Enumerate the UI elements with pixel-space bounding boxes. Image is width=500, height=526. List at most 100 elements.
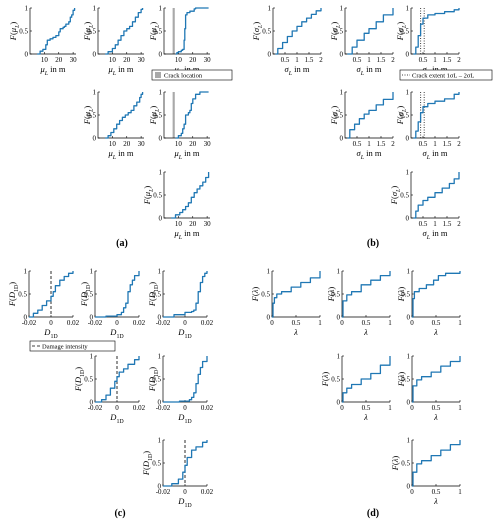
y-tick-label: 1 [93, 89, 97, 97]
x-tick-label: 1.5 [305, 56, 314, 64]
cdf-curve [347, 8, 394, 55]
x-tick-label: 1 [388, 404, 392, 412]
y-axis-label: F(μL) [148, 22, 161, 42]
x-axis-label: D1D [109, 327, 124, 340]
x-tick-label: 0.5 [292, 319, 301, 327]
axis-frame [341, 271, 390, 318]
x-axis-label: λ [433, 327, 438, 337]
y-tick-label: 0 [158, 399, 162, 407]
x-tick-label: 0.5 [419, 220, 428, 228]
y-tick-label: 0.5 [152, 376, 161, 384]
crack-location-band [172, 8, 175, 54]
y-tick-label: 0.5 [331, 376, 340, 384]
x-tick-label: 0 [340, 404, 344, 412]
subplot-a-5: 0 0.5 1 10 20 30 μL in m F(μL) [142, 169, 211, 242]
x-tick-label: 10 [175, 140, 183, 148]
x-tick-label: 0.5 [362, 319, 371, 327]
axis-frame [411, 356, 460, 403]
y-axis-label: F(λ) [320, 372, 330, 388]
panel-d: 0 0.5 1 0 0.5 1 λ F(λ) 0 0.5 1 0 0.5 1 λ F(λ) 0 0.5 1 0 0.5 1… [250, 268, 462, 520]
y-tick-label: 0 [25, 51, 29, 59]
y-tick-label: 1 [24, 268, 28, 276]
y-tick-label: 1 [407, 437, 411, 445]
y-axis-label: F(D1D) [147, 367, 160, 392]
y-axis-label: F(D1D) [141, 451, 154, 476]
cdf-curve [163, 271, 208, 318]
y-axis-label: F(λ) [396, 372, 406, 388]
panel-label: (d) [367, 508, 379, 519]
x-tick-label: -0.02 [88, 319, 103, 327]
x-tick-label: 0 [183, 488, 187, 496]
x-tick-label: 0.5 [353, 140, 362, 148]
y-tick-label: 0.5 [18, 291, 27, 299]
panel-label: (c) [114, 508, 125, 519]
y-tick-label: 0 [407, 314, 411, 322]
x-tick-label: 0.02 [201, 404, 214, 412]
x-tick-label: 20 [189, 140, 197, 148]
x-tick-label: 0.02 [133, 404, 146, 412]
x-tick-label: 1 [458, 319, 462, 327]
y-tick-label: 0 [158, 314, 162, 322]
y-axis-label: F(λ) [326, 287, 336, 303]
y-tick-label: 0 [337, 399, 341, 407]
x-tick-label: 1 [295, 56, 299, 64]
cdf-curve [413, 172, 460, 219]
y-axis-label: F(σL) [329, 106, 342, 126]
legend-box [151, 69, 233, 81]
y-tick-label: 0 [90, 314, 94, 322]
x-axis-label: λ [363, 327, 368, 337]
cdf-curve [95, 271, 140, 318]
x-tick-label: 1.5 [443, 140, 452, 148]
cdf-curve [37, 8, 76, 55]
x-tick-label: 1 [318, 319, 322, 327]
legend-box [399, 69, 493, 81]
y-tick-label: 1 [158, 353, 162, 361]
y-tick-label: 0.5 [261, 291, 270, 299]
x-tick-label: 0.5 [353, 56, 362, 64]
x-tick-label: 0.5 [419, 56, 428, 64]
x-tick-label: 0 [115, 319, 119, 327]
cdf-curve [413, 92, 460, 139]
y-tick-label: 0.5 [401, 376, 410, 384]
y-tick-label: 1 [340, 5, 344, 13]
cdf-curve [171, 172, 210, 219]
cdf-curve [413, 8, 460, 55]
y-tick-label: 0.5 [401, 291, 410, 299]
x-tick-label: 30 [138, 56, 146, 64]
y-axis-label: F(μL) [82, 106, 95, 126]
y-tick-label: 0 [340, 135, 344, 143]
y-tick-label: 0 [24, 314, 28, 322]
y-tick-label: 0 [406, 135, 410, 143]
x-tick-label: 1.5 [377, 56, 386, 64]
axis-frame [162, 271, 207, 318]
y-tick-label: 0 [407, 483, 411, 491]
subplot-a-3: 0 0.5 1 10 20 30 μL in m F(μL) [82, 89, 145, 162]
x-tick-label: 0.5 [432, 404, 441, 412]
x-tick-label: 0.5 [432, 319, 441, 327]
panel-label: (b) [367, 238, 379, 249]
x-tick-label: 0 [115, 404, 119, 412]
x-tick-label: 2 [391, 56, 395, 64]
subplot-b-5: 0 0.5 1 0.5 1 1.5 2 σL in m F(σL) [389, 169, 461, 242]
y-tick-label: 0 [93, 51, 97, 59]
subplot-a-4: 0 0.5 1 10 20 30 μL in m F(μL) [148, 89, 211, 162]
y-axis-label: F(D1D) [79, 282, 92, 307]
cdf-curve [163, 440, 208, 487]
y-axis-label: F(μL) [142, 186, 155, 206]
x-axis-label: μL in m [107, 148, 133, 161]
x-tick-label: 2 [319, 56, 323, 64]
y-tick-label: 1 [159, 169, 163, 177]
axis-frame [97, 8, 144, 55]
cdf-curve [342, 356, 391, 403]
x-axis-label: λ [363, 412, 368, 422]
y-tick-label: 1 [340, 89, 344, 97]
y-tick-label: 0 [159, 51, 163, 59]
x-axis-label: D1D [109, 412, 124, 425]
y-tick-label: 0 [90, 399, 94, 407]
x-tick-label: 20 [189, 220, 197, 228]
cdf-curve [105, 8, 144, 55]
y-tick-label: 0 [337, 314, 341, 322]
x-tick-label: -0.02 [156, 404, 171, 412]
y-tick-label: 1 [337, 268, 341, 276]
